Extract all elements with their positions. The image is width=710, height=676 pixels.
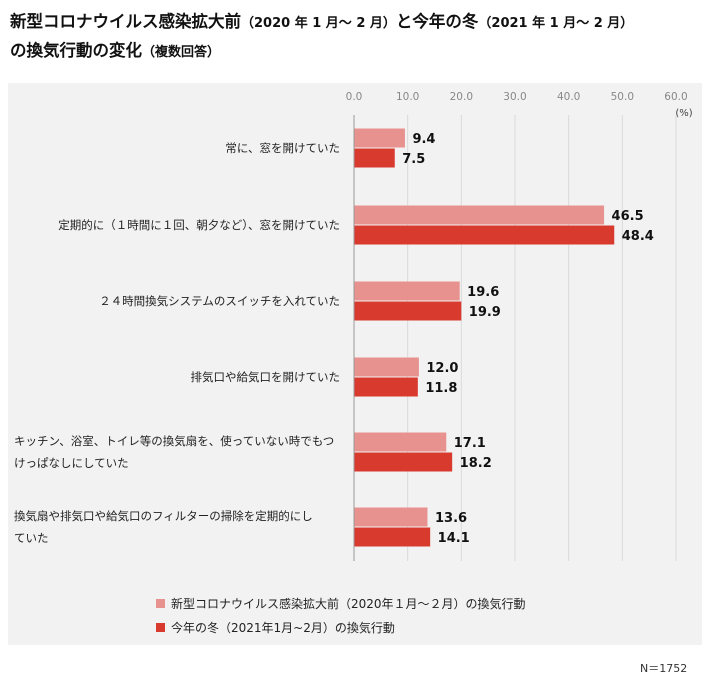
category-label: キッチン、浴室、トイレ等の換気扇を、使っていない時でもつ けっぱなしにしていた <box>8 430 340 474</box>
category-label-line: キッチン、浴室、トイレ等の換気扇を、使っていない時でもつ <box>14 434 335 448</box>
category-label: ２４時間換気システムのスイッチを入れていた <box>8 290 340 312</box>
value-label-now: 18.2 <box>460 456 492 471</box>
legend-swatch-before <box>156 599 165 608</box>
x-tick-label: 0.0 <box>346 91 363 103</box>
chart-title: 新型コロナウイルス感染拡大前（2020 年 1 月～ 2 月）と今年の冬（202… <box>10 8 705 66</box>
category-label: 換気扇や排気口や給気口のフィルターの掃除を定期的にし ていた <box>8 505 340 549</box>
bar-chart: 0.0 10.0 20.0 30.0 40.0 50.0 60.0 (%) 9.4 46.5 19.… <box>346 91 693 561</box>
bar-before <box>354 205 605 225</box>
title-main: 新型コロナウイルス感染拡大前 <box>10 12 241 31</box>
value-label-now: 14.1 <box>438 531 470 546</box>
category-label-line: けっぱなしにしていた <box>14 456 129 470</box>
value-label-before: 13.6 <box>435 511 467 526</box>
category-label-line: 換気扇や排気口や給気口のフィルターの掃除を定期的にし <box>14 509 313 523</box>
legend-swatch-now <box>156 623 165 632</box>
value-label-before: 46.5 <box>612 209 644 224</box>
title-line-1: 新型コロナウイルス感染拡大前（2020 年 1 月～ 2 月）と今年の冬（202… <box>10 8 705 37</box>
legend-label-before: 新型コロナウイルス感染拡大前（2020年１月～２月）の換気行動 <box>171 597 526 611</box>
value-label-before: 12.0 <box>426 361 458 376</box>
category-label-line: ２４時間換気システムのスイッチを入れていた <box>99 294 340 308</box>
x-unit-label: (%) <box>675 108 692 119</box>
category-label-line: 常に、窓を開けていた <box>225 141 340 155</box>
title-line-2: の換気行動の変化（複数回答） <box>10 37 705 66</box>
bar-before <box>354 128 405 148</box>
bar-before <box>354 507 428 527</box>
category-label: 定期的に（１時間に１回、朝夕など）、窓を開けていた <box>8 214 340 236</box>
title-sub: の換気行動の変化 <box>10 41 142 60</box>
title-mid: と今年の冬 <box>395 12 479 31</box>
value-label-now: 48.4 <box>622 229 654 244</box>
value-label-now: 11.8 <box>425 381 457 396</box>
bar-now <box>354 148 395 168</box>
title-period-now: （2021 年 1 月～ 2 月） <box>478 16 634 31</box>
bar-now <box>354 377 418 397</box>
bar-before <box>354 432 447 452</box>
category-label: 排気口や給気口を開けていた <box>8 366 341 388</box>
bar-before <box>354 281 460 301</box>
x-tick-label: 50.0 <box>611 91 634 103</box>
bar-now <box>354 452 453 472</box>
value-label-before: 9.4 <box>412 132 435 147</box>
category-label-line: 排気口や給気口を開けていた <box>190 370 341 384</box>
value-label-now: 19.9 <box>469 305 501 320</box>
category-label-line: ていた <box>14 531 49 545</box>
legend-item-before: 新型コロナウイルス感染拡大前（2020年１月～２月）の換気行動 <box>156 595 526 612</box>
x-tick-label: 20.0 <box>450 91 473 103</box>
value-label-before: 19.6 <box>467 285 499 300</box>
x-tick-label: 10.0 <box>396 91 419 103</box>
legend-item-now: 今年の冬（2021年1月~2月）の換気行動 <box>156 619 395 636</box>
chart-panel: 0.0 10.0 20.0 30.0 40.0 50.0 60.0 (%) 9.4 46.5 19.… <box>8 83 702 675</box>
value-label-before: 17.1 <box>454 436 486 451</box>
x-tick-label: 60.0 <box>664 91 687 103</box>
sample-size-note: N＝1752 <box>640 662 688 675</box>
x-tick-label: 40.0 <box>557 91 580 103</box>
bar-now <box>354 301 462 321</box>
bar-before <box>354 357 419 377</box>
category-label: 常に、窓を開けていた <box>8 137 340 159</box>
legend-label-now: 今年の冬（2021年1月~2月）の換気行動 <box>171 621 395 635</box>
x-tick-label: 30.0 <box>503 91 526 103</box>
bar-now <box>354 225 615 245</box>
value-label-now: 7.5 <box>402 152 425 167</box>
title-period-before: （2020 年 1 月～ 2 月） <box>241 16 396 31</box>
bar-now <box>354 527 431 547</box>
title-answer-type: （複数回答） <box>142 45 221 60</box>
category-label-line: 定期的に（１時間に１回、朝夕など）、窓を開けていた <box>58 218 340 232</box>
